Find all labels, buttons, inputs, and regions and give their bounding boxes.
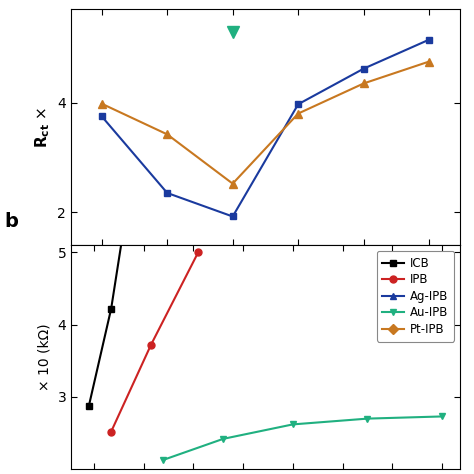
- Legend: ICB, IPB, Ag-IPB, Au-IPB, Pt-IPB: ICB, IPB, Ag-IPB, Au-IPB, Pt-IPB: [376, 251, 454, 342]
- X-axis label: Electrodeposition time (s): Electrodeposition time (s): [154, 269, 377, 284]
- Y-axis label: $\mathbf{R_{ct}}$ ×: $\mathbf{R_{ct}}$ ×: [33, 107, 52, 148]
- Text: b: b: [5, 212, 18, 231]
- Y-axis label: × 10 (kΩ): × 10 (kΩ): [38, 323, 52, 391]
